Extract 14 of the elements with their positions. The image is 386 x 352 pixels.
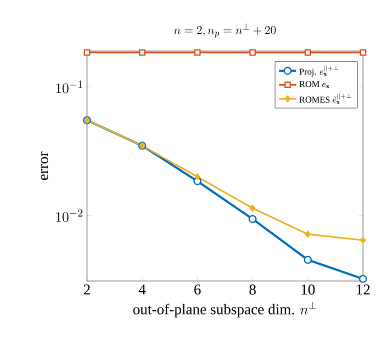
y-tick-label: $10^{-2}$ — [56, 209, 82, 222]
legend-label: $\text{Proj. } e_{\mathbf{x}}^{\|+\perp}$ — [299, 66, 338, 77]
x-tick-label: 8 — [249, 284, 256, 295]
x-tick-label: 10 — [302, 284, 315, 295]
x-tick-label: 4 — [138, 284, 146, 294]
y-axis-title: error — [40, 152, 48, 180]
y-tick-label: $10^{-1}$ — [56, 80, 82, 94]
x-tick-label: 2 — [84, 284, 90, 294]
legend-label: $\text{ROM } e_{\mathbf{x}}$ — [299, 81, 330, 88]
chart-title: $n = 2, n_p = n^\perp + 20$ — [174, 23, 276, 38]
x-axis-title: $\text{out-of-plane subspace dim. } n^\perp$ — [133, 302, 316, 318]
legend-label: $\text{ROMES } \tilde{e}_{\mathbf{x}}^{\|+\perp}$ — [299, 94, 352, 104]
x-tick-label: 12 — [356, 284, 370, 294]
x-tick-label: 6 — [194, 284, 201, 295]
